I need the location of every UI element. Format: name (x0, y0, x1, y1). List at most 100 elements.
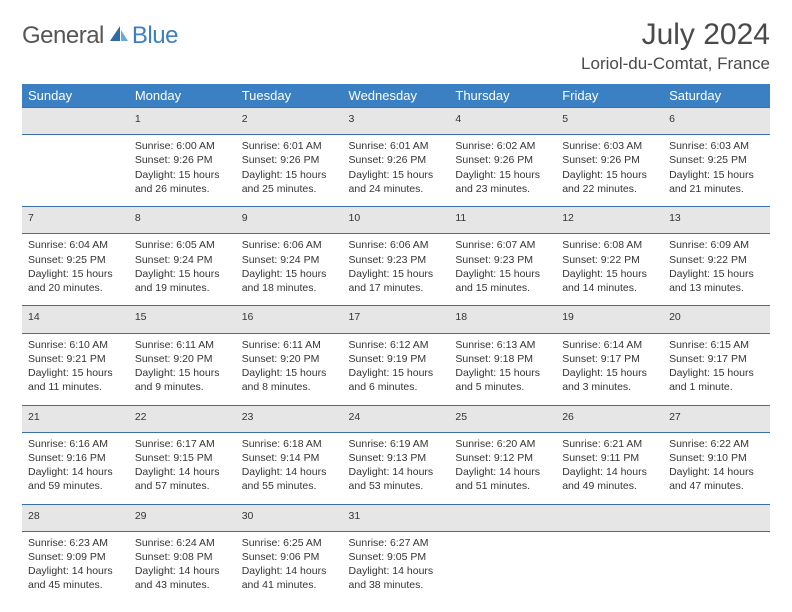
daylight-text-1: Daylight: 14 hours (242, 564, 337, 578)
sunrise-text: Sunrise: 6:03 AM (669, 139, 764, 153)
daylight-text-2: and 8 minutes. (242, 380, 337, 394)
daylight-text-1: Daylight: 15 hours (562, 267, 657, 281)
day-number-cell: 1 (129, 108, 236, 135)
daylight-text-2: and 24 minutes. (349, 182, 444, 196)
day-details-cell: Sunrise: 6:11 AMSunset: 9:20 PMDaylight:… (129, 333, 236, 405)
day-details-cell: Sunrise: 6:27 AMSunset: 9:05 PMDaylight:… (343, 531, 450, 603)
day-number-cell: 19 (556, 306, 663, 333)
weekday-header: Sunday (22, 84, 129, 108)
weekday-header: Saturday (663, 84, 770, 108)
sunrise-text: Sunrise: 6:14 AM (562, 338, 657, 352)
daynum-row: 123456 (22, 108, 770, 135)
sunset-text: Sunset: 9:24 PM (242, 253, 337, 267)
day-details-cell (663, 531, 770, 603)
day-number-cell (449, 504, 556, 531)
daylight-text-1: Daylight: 15 hours (242, 267, 337, 281)
daynum-row: 28293031 (22, 504, 770, 531)
day-details-cell: Sunrise: 6:01 AMSunset: 9:26 PMDaylight:… (236, 135, 343, 207)
day-details-cell (556, 531, 663, 603)
day-number-cell: 3 (343, 108, 450, 135)
weekday-header: Thursday (449, 84, 556, 108)
sunset-text: Sunset: 9:26 PM (242, 153, 337, 167)
daynum-row: 21222324252627 (22, 405, 770, 432)
daylight-text-1: Daylight: 14 hours (349, 465, 444, 479)
daylight-text-1: Daylight: 15 hours (669, 168, 764, 182)
day-number-cell: 23 (236, 405, 343, 432)
day-number-cell: 13 (663, 207, 770, 234)
day-number-cell: 24 (343, 405, 450, 432)
sunset-text: Sunset: 9:23 PM (349, 253, 444, 267)
daylight-text-2: and 9 minutes. (135, 380, 230, 394)
daylight-text-2: and 23 minutes. (455, 182, 550, 196)
sunset-text: Sunset: 9:09 PM (28, 550, 123, 564)
day-details-cell: Sunrise: 6:22 AMSunset: 9:10 PMDaylight:… (663, 432, 770, 504)
sunrise-text: Sunrise: 6:13 AM (455, 338, 550, 352)
daylight-text-2: and 6 minutes. (349, 380, 444, 394)
brand-logo: General Blue (22, 18, 178, 50)
sunset-text: Sunset: 9:20 PM (135, 352, 230, 366)
sunset-text: Sunset: 9:18 PM (455, 352, 550, 366)
day-details-cell: Sunrise: 6:06 AMSunset: 9:24 PMDaylight:… (236, 234, 343, 306)
daylight-text-2: and 25 minutes. (242, 182, 337, 196)
sunrise-text: Sunrise: 6:16 AM (28, 437, 123, 451)
weekday-header: Friday (556, 84, 663, 108)
sunrise-text: Sunrise: 6:23 AM (28, 536, 123, 550)
daylight-text-1: Daylight: 14 hours (669, 465, 764, 479)
day-details-cell: Sunrise: 6:20 AMSunset: 9:12 PMDaylight:… (449, 432, 556, 504)
day-number-cell: 18 (449, 306, 556, 333)
sunset-text: Sunset: 9:11 PM (562, 451, 657, 465)
day-number-cell (663, 504, 770, 531)
location-label: Loriol-du-Comtat, France (581, 54, 770, 74)
sunset-text: Sunset: 9:26 PM (349, 153, 444, 167)
logo-sail-icon (108, 24, 130, 49)
sunrise-text: Sunrise: 6:15 AM (669, 338, 764, 352)
sunrise-text: Sunrise: 6:00 AM (135, 139, 230, 153)
sunset-text: Sunset: 9:13 PM (349, 451, 444, 465)
day-details-cell: Sunrise: 6:00 AMSunset: 9:26 PMDaylight:… (129, 135, 236, 207)
sunset-text: Sunset: 9:17 PM (562, 352, 657, 366)
daylight-text-1: Daylight: 14 hours (28, 465, 123, 479)
sunset-text: Sunset: 9:23 PM (455, 253, 550, 267)
daylight-text-1: Daylight: 15 hours (349, 366, 444, 380)
daylight-text-1: Daylight: 15 hours (669, 366, 764, 380)
day-details-cell: Sunrise: 6:03 AMSunset: 9:25 PMDaylight:… (663, 135, 770, 207)
sunset-text: Sunset: 9:25 PM (28, 253, 123, 267)
daylight-text-2: and 20 minutes. (28, 281, 123, 295)
daylight-text-1: Daylight: 14 hours (135, 465, 230, 479)
daylight-text-2: and 47 minutes. (669, 479, 764, 493)
daylight-text-1: Daylight: 14 hours (242, 465, 337, 479)
daylight-text-1: Daylight: 14 hours (28, 564, 123, 578)
sunset-text: Sunset: 9:26 PM (455, 153, 550, 167)
day-details-cell: Sunrise: 6:12 AMSunset: 9:19 PMDaylight:… (343, 333, 450, 405)
sunset-text: Sunset: 9:19 PM (349, 352, 444, 366)
sunrise-text: Sunrise: 6:25 AM (242, 536, 337, 550)
brand-text-general: General (22, 22, 104, 50)
daylight-text-1: Daylight: 15 hours (455, 366, 550, 380)
day-details-cell: Sunrise: 6:10 AMSunset: 9:21 PMDaylight:… (22, 333, 129, 405)
daylight-text-1: Daylight: 15 hours (135, 366, 230, 380)
day-details-cell: Sunrise: 6:11 AMSunset: 9:20 PMDaylight:… (236, 333, 343, 405)
sunrise-text: Sunrise: 6:10 AM (28, 338, 123, 352)
sunset-text: Sunset: 9:05 PM (349, 550, 444, 564)
sunset-text: Sunset: 9:12 PM (455, 451, 550, 465)
sunset-text: Sunset: 9:15 PM (135, 451, 230, 465)
day-number-cell: 29 (129, 504, 236, 531)
sunrise-text: Sunrise: 6:17 AM (135, 437, 230, 451)
sunrise-text: Sunrise: 6:20 AM (455, 437, 550, 451)
day-number-cell: 26 (556, 405, 663, 432)
daylight-text-2: and 17 minutes. (349, 281, 444, 295)
sunset-text: Sunset: 9:14 PM (242, 451, 337, 465)
daylight-text-1: Daylight: 15 hours (349, 168, 444, 182)
day-number-cell: 27 (663, 405, 770, 432)
day-number-cell: 15 (129, 306, 236, 333)
daylight-text-2: and 14 minutes. (562, 281, 657, 295)
day-details-cell: Sunrise: 6:03 AMSunset: 9:26 PMDaylight:… (556, 135, 663, 207)
daylight-text-2: and 59 minutes. (28, 479, 123, 493)
day-details-cell: Sunrise: 6:01 AMSunset: 9:26 PMDaylight:… (343, 135, 450, 207)
sunset-text: Sunset: 9:26 PM (135, 153, 230, 167)
sunrise-text: Sunrise: 6:08 AM (562, 238, 657, 252)
daylight-text-1: Daylight: 14 hours (349, 564, 444, 578)
daylight-text-2: and 57 minutes. (135, 479, 230, 493)
sunset-text: Sunset: 9:24 PM (135, 253, 230, 267)
daylight-text-2: and 49 minutes. (562, 479, 657, 493)
